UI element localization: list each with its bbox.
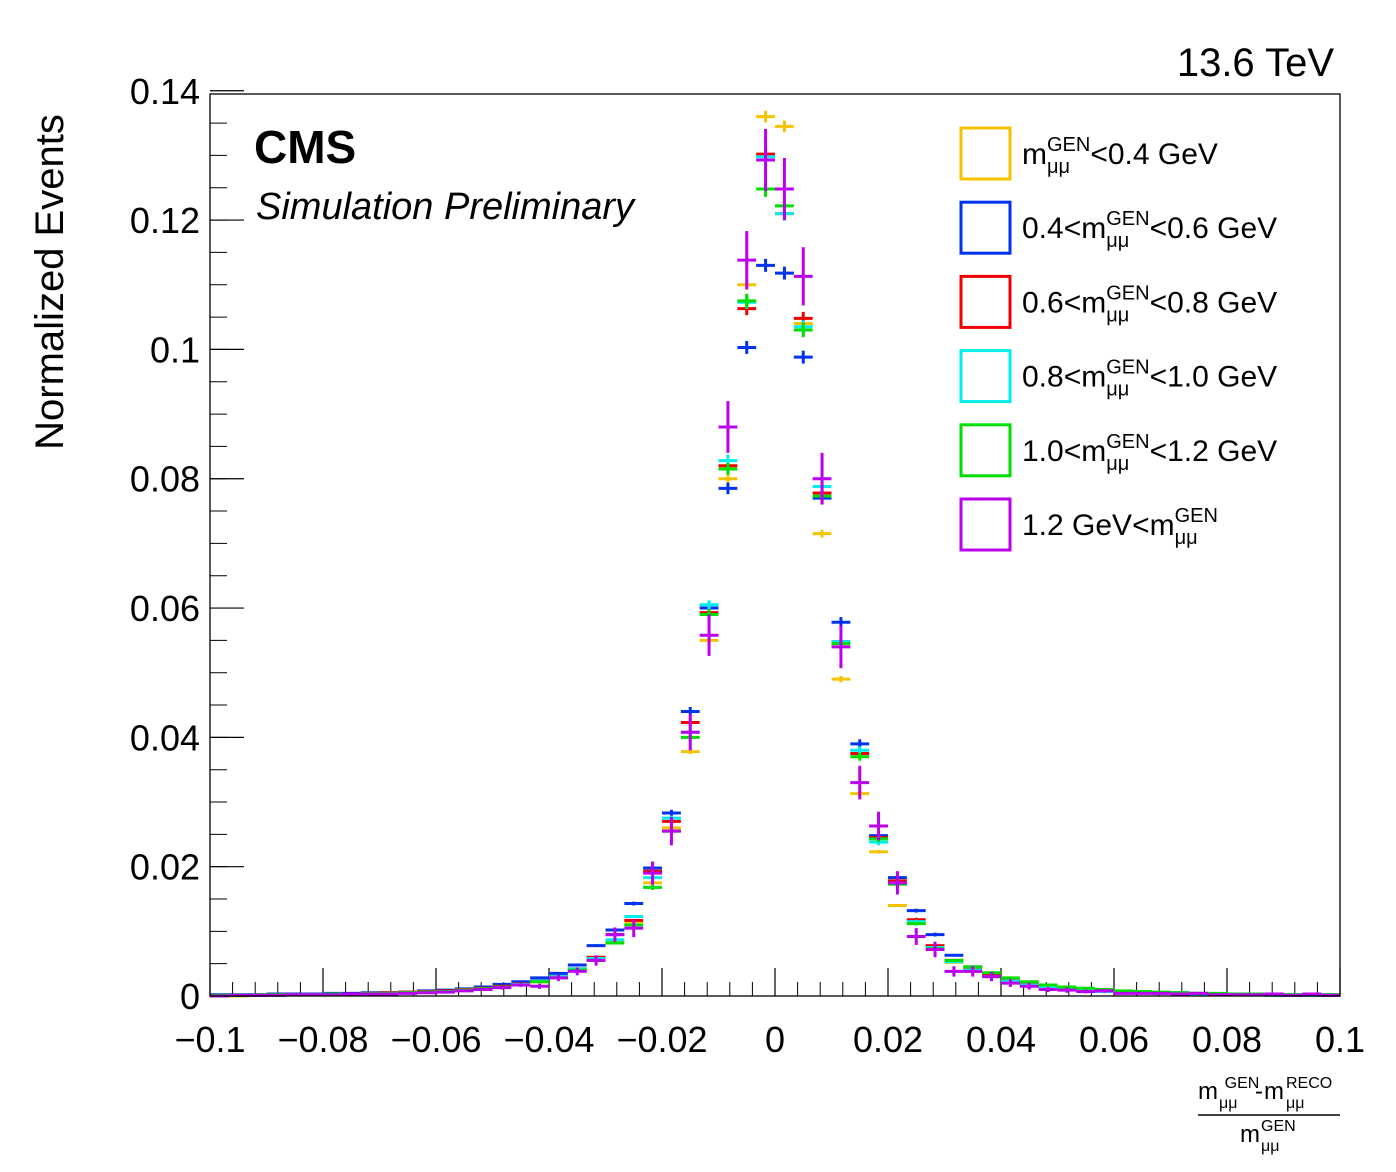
legend-label-sup: GEN	[1175, 505, 1218, 527]
legend-label-prefix: 0.8<	[1022, 361, 1081, 394]
legend-label-m: m	[1081, 361, 1106, 394]
cms-label: CMS	[254, 121, 356, 173]
legend-label-sub: μμ	[1106, 379, 1129, 401]
legend-label-sup: GEN	[1106, 431, 1149, 453]
legend-label-suffix: <0.4 GeV	[1090, 138, 1218, 171]
y-tick-label: 0	[180, 976, 200, 1017]
legend-label-m: m	[1081, 435, 1106, 468]
series-6	[210, 128, 1340, 998]
legend-label: 0.8<mGEN<1.0 GeV	[1022, 357, 1277, 394]
y-tick-label: 0.08	[130, 459, 200, 500]
svg-text:m GEN: m GEN	[1198, 1075, 1259, 1105]
x-num-sup1: GEN	[1225, 1075, 1260, 1092]
energy-label: 13.6 TeV	[1177, 41, 1334, 85]
legend-swatch	[959, 497, 1012, 552]
series-3	[210, 147, 1340, 998]
x-num-m2: m	[1264, 1078, 1284, 1105]
legend-label-suffix: <1.0 GeV	[1150, 361, 1278, 394]
legend-label-sub: μμ	[1106, 230, 1129, 252]
y-tick-label: 0.06	[130, 588, 200, 629]
legend-label-prefix: 0.6<	[1022, 286, 1081, 319]
x-num-m1: m	[1198, 1078, 1218, 1105]
legend-label: mGEN<0.4 GeV	[1022, 134, 1218, 171]
series-4	[210, 149, 1340, 998]
x-tick-label: 0.02	[853, 1019, 923, 1060]
legend-label-sub: μμ	[1106, 453, 1129, 475]
legend-swatch	[959, 200, 1012, 255]
legend-swatch	[959, 126, 1012, 181]
y-tick-label: 0.1	[150, 329, 200, 370]
x-tick-label: −0.08	[277, 1019, 368, 1060]
x-tick-label: −0.06	[390, 1019, 481, 1060]
legend-label-sub: μμ	[1175, 527, 1198, 549]
legend-label-m: m	[1081, 212, 1106, 245]
x-tick-label: 0	[765, 1019, 785, 1060]
plot-frame	[209, 93, 1341, 997]
axis-ticks: −0.1 −0.08 −0.06 −0.04 −0.02 0 0.02 0.04 0.06 0.0…	[130, 71, 1365, 1060]
x-tick-label: 0.06	[1079, 1019, 1149, 1060]
legend-label-sub: μμ	[1106, 304, 1129, 326]
legend-label: 0.6<mGEN<0.8 GeV	[1022, 282, 1277, 319]
cms-sublabel: Simulation Preliminary	[256, 186, 636, 228]
x-tick-label: 0.1	[1315, 1019, 1365, 1060]
legend-label-m: m	[1022, 138, 1047, 171]
legend-label-sub: μμ	[1047, 156, 1070, 178]
x-den-m: m	[1240, 1121, 1260, 1148]
x-tick-label: 0.08	[1192, 1019, 1262, 1060]
legend-label-suffix: <0.8 GeV	[1150, 286, 1278, 319]
x-tick-label: −0.04	[503, 1019, 594, 1060]
x-num-dash: -	[1255, 1078, 1263, 1105]
legend-swatch	[959, 349, 1012, 404]
legend-label-suffix: <1.2 GeV	[1150, 435, 1278, 468]
data-marks	[210, 110, 1340, 998]
x-num-sub2: μμ	[1286, 1095, 1304, 1112]
x-den-sub: μμ	[1261, 1138, 1279, 1155]
legend-swatch	[959, 423, 1012, 478]
legend-label-sup: GEN	[1047, 134, 1090, 156]
x-tick-label: −0.1	[174, 1019, 245, 1060]
x-tick-label: −0.02	[616, 1019, 707, 1060]
legend-label-prefix: 0.4<	[1022, 212, 1081, 245]
x-axis-title: m GEN μμ - m RECO μμ m GEN μμ	[1198, 1075, 1340, 1155]
legend-label: 0.4<mGEN<0.6 GeV	[1022, 208, 1277, 245]
legend-label-prefix: 1.0<	[1022, 435, 1081, 468]
legend-label-suffix: <0.6 GeV	[1150, 212, 1278, 245]
legend-label-m: m	[1081, 286, 1106, 319]
legend-label-prefix: 1.2 GeV<	[1022, 509, 1150, 542]
legend-label: 1.0<mGEN<1.2 GeV	[1022, 431, 1277, 468]
legend-swatch	[959, 274, 1012, 329]
x-num-sub1: μμ	[1219, 1095, 1237, 1112]
legend-label-sup: GEN	[1106, 208, 1149, 230]
x-tick-label: 0.04	[966, 1019, 1036, 1060]
y-tick-label: 0.14	[130, 71, 200, 112]
legend-label-m: m	[1150, 509, 1175, 542]
x-den-sup: GEN	[1261, 1118, 1296, 1135]
y-axis-title: Normalized Events	[28, 114, 72, 450]
legend-label-sup: GEN	[1106, 357, 1149, 379]
y-tick-label: 0.12	[130, 200, 200, 241]
y-tick-label: 0.02	[130, 847, 200, 888]
legend-label-sup: GEN	[1106, 282, 1149, 304]
y-tick-label: 0.04	[130, 717, 200, 758]
x-num-sup2: RECO	[1286, 1075, 1332, 1092]
legend-label: 1.2 GeV<mGEN	[1022, 505, 1218, 542]
